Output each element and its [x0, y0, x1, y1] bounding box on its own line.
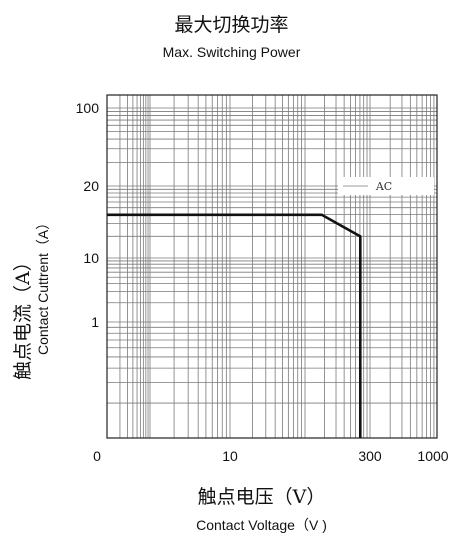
series-line-ac [107, 213, 362, 438]
chart-title: 最大切换功率 [174, 14, 289, 36]
x-tick-label: 10 [222, 448, 238, 464]
x-axis-label-zh: 触点电压（V） [197, 486, 326, 508]
y-tick-label: 20 [83, 178, 99, 194]
chart-subtitle: Max. Switching Power [162, 44, 301, 60]
y-tick-label: 100 [76, 100, 100, 116]
x-tick-labels: 0 10 300 1000 [93, 448, 449, 464]
x-tick-label: 0 [93, 448, 101, 464]
x-tick-label: 1000 [417, 448, 448, 464]
y-axis-label-en: Contact Cuttrent（A） [35, 215, 51, 355]
series-group [107, 213, 362, 438]
annotation-group: AC [338, 177, 434, 195]
x-axis-label-en: Contact Voltage（V ) [196, 517, 327, 533]
y-tick-label: 10 [83, 250, 99, 266]
y-axis-label-zh: 触点电流（A） [12, 252, 34, 380]
y-tick-labels: 1 10 20 100 [76, 100, 100, 330]
annotation-box [338, 177, 434, 195]
plot-frame [106, 94, 438, 439]
grid [107, 95, 437, 438]
x-tick-label: 300 [358, 448, 382, 464]
annotation-label: AC [375, 180, 392, 193]
y-tick-label: 1 [91, 314, 99, 330]
